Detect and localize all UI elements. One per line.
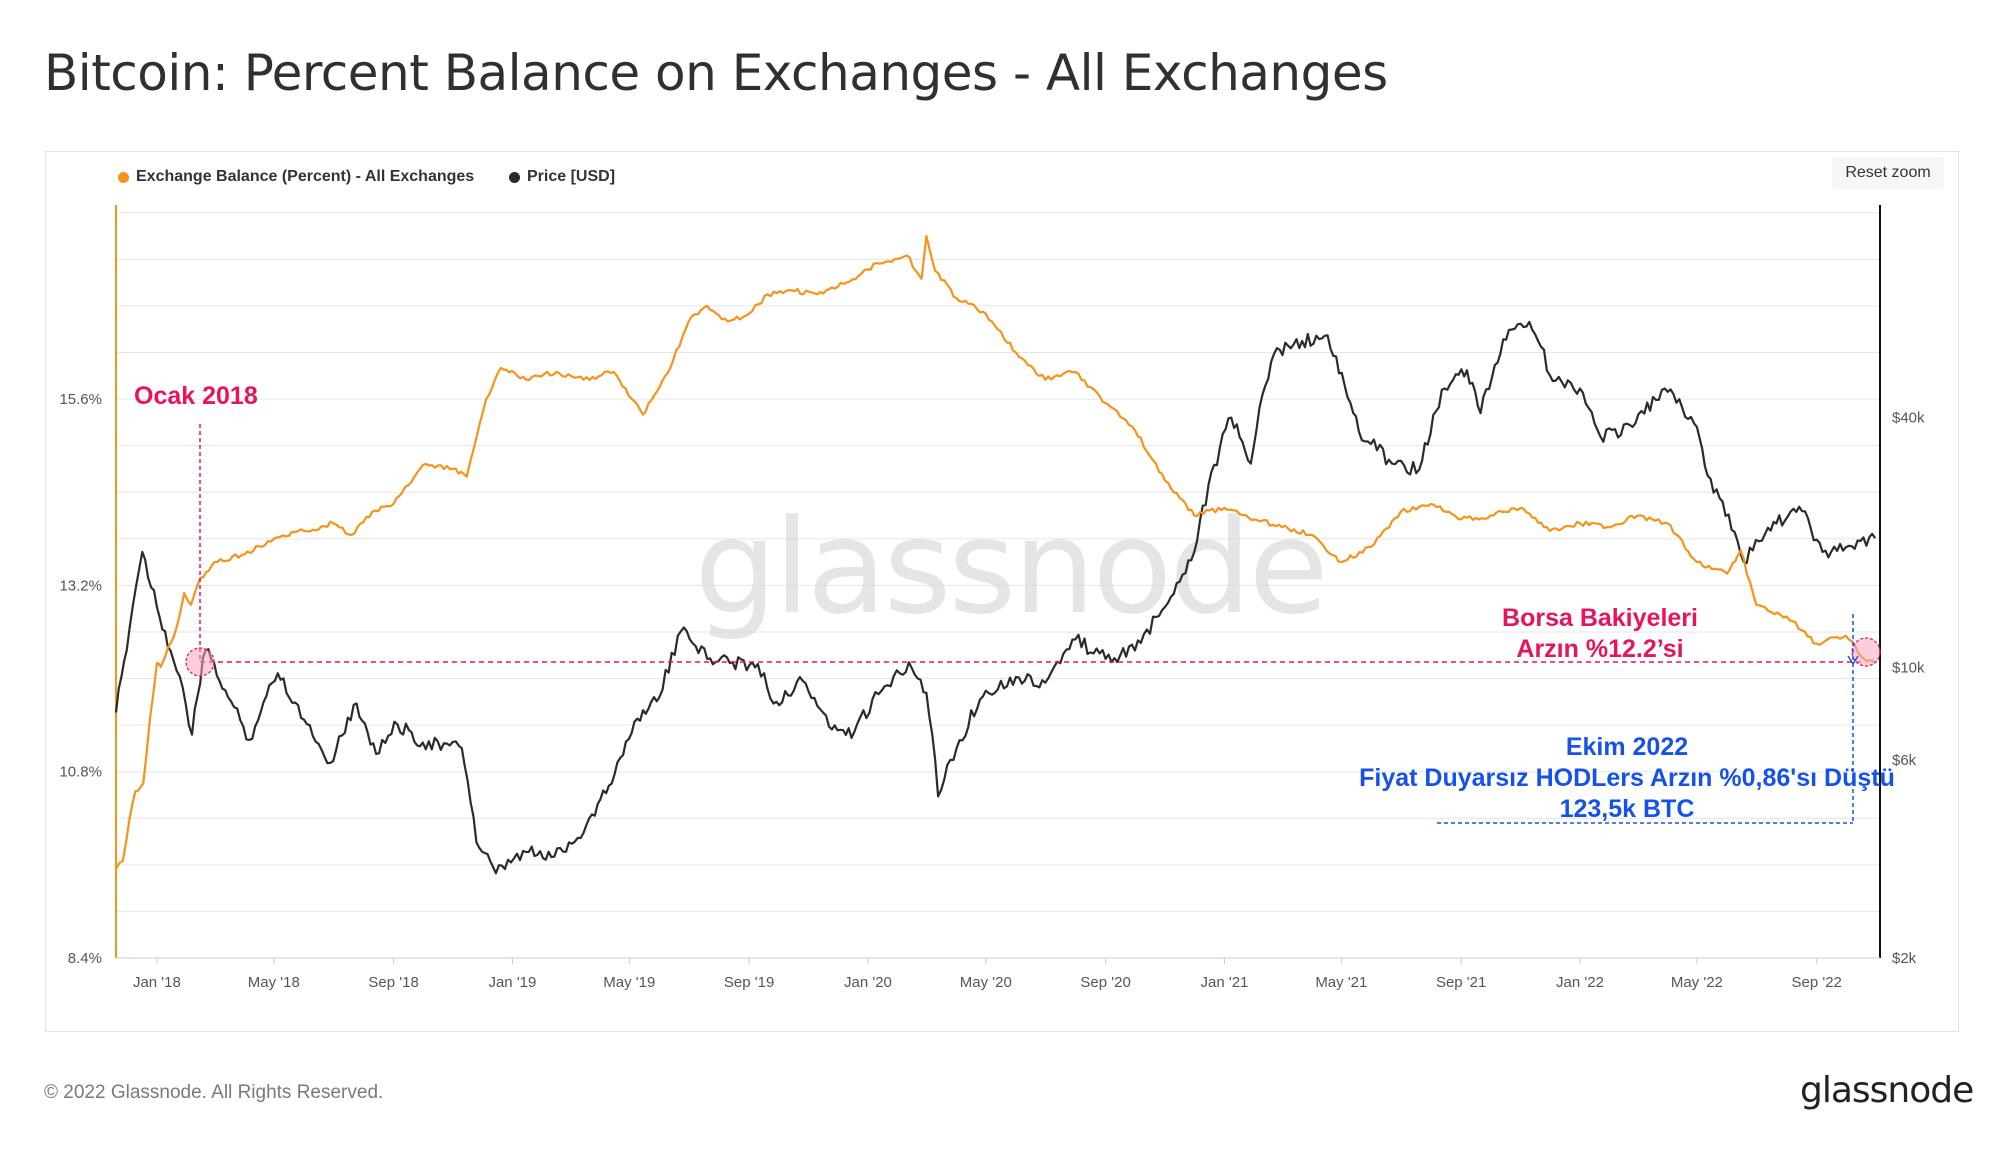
y-left-tick-label: 15.6%	[59, 391, 102, 408]
arrow-down-icon	[1847, 655, 1859, 666]
annotation-circle-2022	[1851, 637, 1881, 667]
chart-panel	[45, 151, 1959, 1032]
annotation-borsa-line1: Borsa Bakiyeleri	[1502, 604, 1698, 632]
x-tick-label: May '22	[1671, 974, 1723, 991]
y-left-tick-label: 10.8%	[59, 764, 102, 781]
y-left-tick-label: 8.4%	[68, 950, 102, 967]
annotation-ekim-line1: Ekim 2022	[1566, 733, 1688, 761]
copyright-text: © 2022 Glassnode. All Rights Reserved.	[44, 1082, 384, 1103]
y-right-tick-label: $6k	[1892, 752, 1917, 769]
x-tick-label: May '21	[1315, 974, 1367, 991]
annotation-borsa-line2: Arzın %12.2’si	[1516, 635, 1683, 663]
y-right-tick-label: $2k	[1892, 950, 1917, 967]
x-tick-label: Sep '21	[1436, 974, 1486, 991]
glassnode-logo: glassnode	[1800, 1070, 1974, 1111]
legend-item-exchange-balance[interactable]: Exchange Balance (Percent) - All Exchang…	[118, 168, 474, 186]
ticks-layer: 8.4% 10.8% 13.2% 15.6% $2k $6k $10k $40k Jan '18…	[59, 391, 1925, 991]
annotation-ekim-line3: 123,5k BTC	[1560, 795, 1695, 823]
x-tick-label: Sep '18	[368, 974, 418, 991]
x-tick-label: Sep '20	[1080, 974, 1130, 991]
reset-zoom-button[interactable]: Reset zoom	[1832, 157, 1944, 189]
x-tick-label: May '19	[603, 974, 655, 991]
axes-layer	[115, 205, 1881, 959]
legend-label: Exchange Balance (Percent) - All Exchang…	[136, 168, 475, 185]
y-left-tick-label: 13.2%	[59, 577, 102, 594]
watermark: glassnode	[694, 491, 1325, 643]
x-tick-label: Jan '18	[133, 974, 181, 991]
annotation-ocak-2018: Ocak 2018	[134, 382, 258, 410]
annotation-ekim-line2: Fiyat Duyarsız HODLers Arzın %0,86'sı Dü…	[1359, 764, 1895, 792]
y-right-tick-label: $10k	[1892, 660, 1925, 677]
x-tick-label: Jan '20	[844, 974, 892, 991]
legend-item-price[interactable]: Price [USD]	[509, 168, 615, 186]
series-layer	[114, 235, 1877, 875]
x-tick-label: Sep '22	[1791, 974, 1841, 991]
legend-label: Price [USD]	[527, 168, 616, 185]
x-tick-label: May '18	[248, 974, 300, 991]
x-tick-label: May '20	[960, 974, 1012, 991]
x-tick-label: Jan '22	[1556, 974, 1604, 991]
legend-dot-black-icon	[509, 171, 520, 183]
page-title: Bitcoin: Percent Balance on Exchanges - …	[44, 44, 1388, 102]
x-tick-label: Sep '19	[724, 974, 774, 991]
annotation-circle-2018	[185, 647, 215, 677]
y-right-tick-label: $40k	[1892, 410, 1925, 427]
legend-dot-orange-icon	[118, 171, 129, 183]
x-tick-label: Jan '21	[1201, 974, 1249, 991]
x-tick-label: Jan '19	[488, 974, 536, 991]
price-series-line	[114, 320, 1877, 875]
exchange-balance-series-line	[115, 235, 1876, 870]
